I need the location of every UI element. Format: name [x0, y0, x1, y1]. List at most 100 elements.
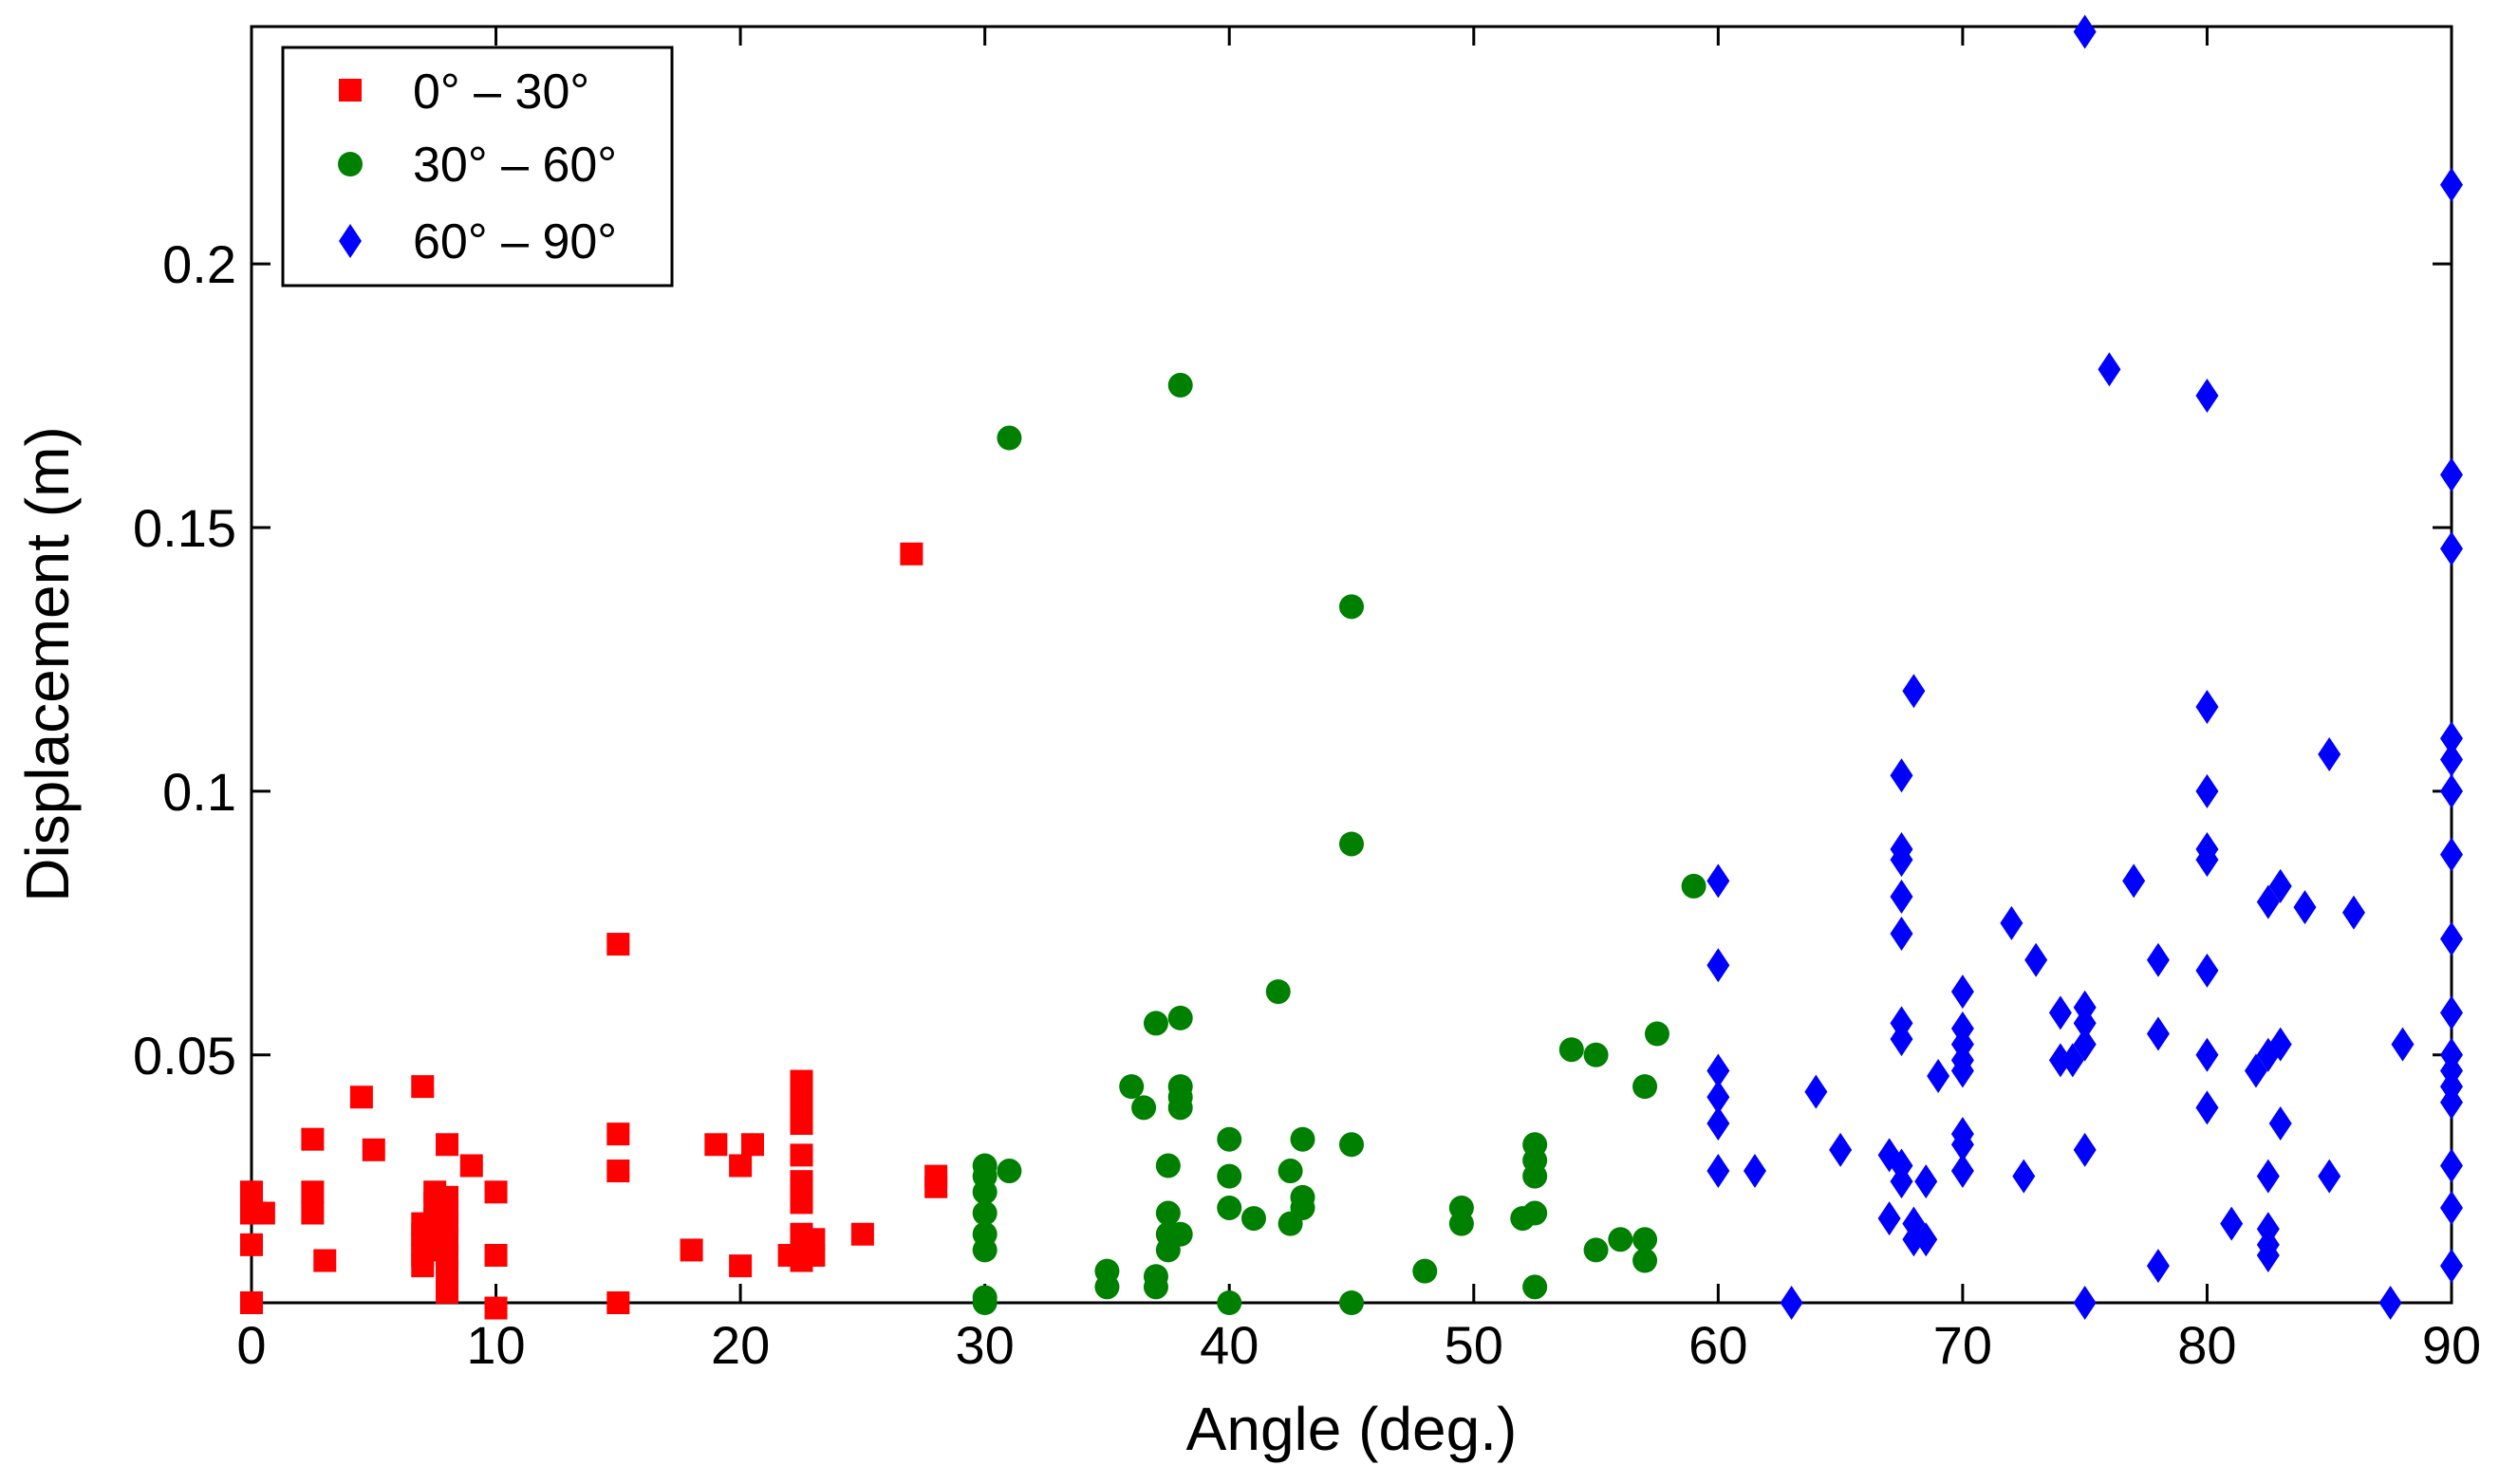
point-diamond — [1927, 1059, 1950, 1094]
point-circle — [1131, 1095, 1157, 1121]
point-diamond — [2256, 1159, 2280, 1194]
y-tick-label: 0.1 — [162, 762, 236, 822]
point-circle — [972, 1285, 998, 1310]
point-square — [790, 1143, 813, 1167]
point-circle — [997, 1159, 1022, 1184]
point-diamond — [2024, 942, 2048, 977]
point-diamond — [2268, 1027, 2292, 1062]
point-circle — [1632, 1074, 1658, 1100]
point-diamond — [2048, 995, 2072, 1030]
point-circle — [1119, 1074, 1145, 1100]
x-tick-label: 90 — [2422, 1315, 2481, 1375]
point-circle — [1448, 1195, 1474, 1220]
point-diamond — [2122, 863, 2146, 899]
point-diamond — [2146, 942, 2170, 977]
point-square — [729, 1154, 753, 1178]
point-diamond — [2440, 773, 2463, 808]
legend-marker-diamond — [339, 224, 362, 258]
point-diamond — [1804, 1074, 1828, 1109]
point-diamond — [1890, 1006, 1913, 1041]
point-circle — [972, 1200, 998, 1226]
point-square — [606, 933, 630, 956]
point-diamond — [2440, 531, 2463, 566]
point-square — [924, 1164, 948, 1188]
point-diamond — [1780, 1286, 1803, 1320]
point-diamond — [2268, 1106, 2292, 1141]
point-diamond — [1706, 1154, 1730, 1189]
point-square — [790, 1112, 813, 1136]
point-circle — [1217, 1290, 1242, 1315]
point-square — [301, 1180, 325, 1204]
point-diamond — [1914, 1164, 1938, 1199]
point-square — [790, 1170, 813, 1194]
point-diamond — [1890, 832, 1913, 867]
point-diamond — [2440, 457, 2463, 492]
point-diamond — [2195, 953, 2219, 988]
point-diamond — [1829, 1132, 1853, 1167]
point-square — [680, 1238, 703, 1262]
x-tick-label: 40 — [1200, 1315, 1259, 1375]
y-axis-title: Displacement (m) — [13, 426, 82, 901]
point-circle — [1217, 1163, 1242, 1189]
legend-marker-square — [339, 79, 362, 102]
point-diamond — [2391, 1027, 2415, 1062]
point-circle — [1167, 1221, 1193, 1247]
point-diamond — [2146, 1249, 2170, 1284]
point-square — [606, 1291, 630, 1314]
point-diamond — [2073, 990, 2097, 1025]
point-diamond — [1890, 1148, 1913, 1183]
point-diamond — [1743, 1154, 1766, 1189]
point-diamond — [2440, 995, 2463, 1030]
point-circle — [972, 1153, 998, 1178]
point-diamond — [2440, 167, 2463, 202]
legend: 0° – 30° 30° – 60° 60° – 90° — [281, 46, 674, 288]
data-points — [240, 14, 2463, 1320]
point-circle — [1277, 1159, 1303, 1184]
y-tick-label: 0.05 — [133, 1026, 236, 1085]
x-tick-label: 20 — [711, 1315, 770, 1375]
point-circle — [1522, 1274, 1548, 1300]
point-square — [790, 1069, 813, 1093]
point-square — [362, 1138, 385, 1161]
point-diamond — [2098, 352, 2121, 387]
legend-label-30-60: 30° – 60° — [413, 138, 617, 193]
point-square — [704, 1133, 728, 1157]
point-diamond — [2146, 1016, 2170, 1051]
point-circle — [1681, 873, 1706, 899]
point-square — [459, 1154, 483, 1178]
point-circle — [1644, 1021, 1669, 1047]
point-diamond — [2341, 895, 2365, 930]
point-circle — [1240, 1206, 1266, 1232]
point-diamond — [2268, 868, 2292, 903]
point-diamond — [2293, 890, 2317, 925]
point-diamond — [2440, 1249, 2463, 1284]
point-circle — [1339, 1290, 1364, 1315]
point-diamond — [2073, 1286, 2097, 1320]
point-diamond — [1706, 863, 1730, 899]
point-diamond — [2318, 736, 2341, 771]
point-circle — [1167, 372, 1193, 398]
point-diamond — [2012, 1159, 2036, 1194]
point-circle — [997, 425, 1022, 451]
legend-label-60-90: 60° – 90° — [413, 214, 617, 269]
point-diamond — [2378, 1286, 2402, 1320]
point-diamond — [1902, 674, 1926, 709]
point-circle — [1290, 1184, 1315, 1210]
point-diamond — [1950, 1154, 1974, 1189]
point-circle — [1143, 1264, 1168, 1289]
point-diamond — [1706, 1080, 1730, 1115]
point-diamond — [2195, 832, 2219, 867]
point-diamond — [1706, 948, 1730, 983]
point-diamond — [1950, 974, 1974, 1010]
point-square — [790, 1191, 813, 1215]
point-square — [606, 1159, 630, 1183]
point-square — [240, 1233, 263, 1256]
point-diamond — [2440, 1037, 2463, 1072]
point-circle — [1167, 1005, 1193, 1030]
x-tick-label: 10 — [466, 1315, 525, 1375]
point-diamond — [2195, 773, 2219, 808]
point-diamond — [1950, 1117, 1974, 1152]
point-circle — [1522, 1132, 1548, 1158]
point-square — [850, 1222, 874, 1246]
legend-marker-circle — [338, 152, 363, 176]
